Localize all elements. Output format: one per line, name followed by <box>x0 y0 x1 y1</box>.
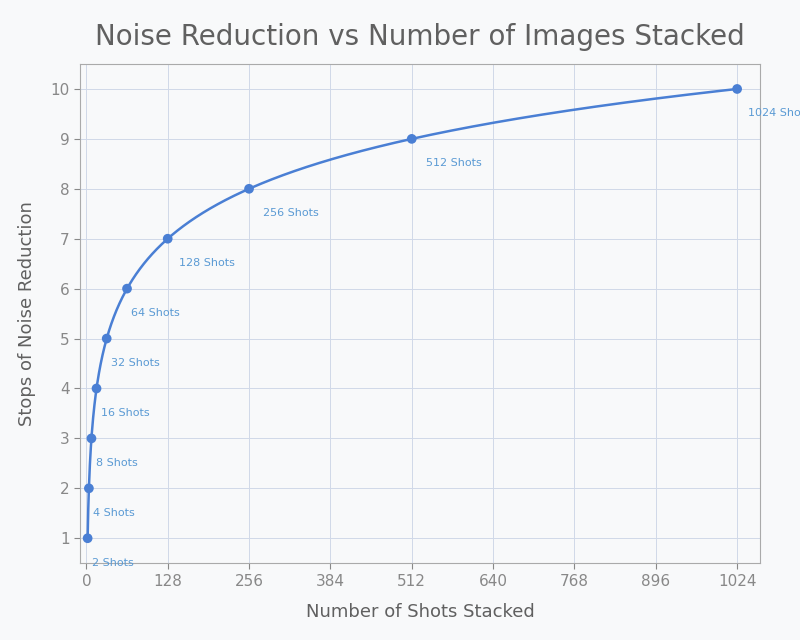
Text: 64 Shots: 64 Shots <box>131 308 180 318</box>
Text: 4 Shots: 4 Shots <box>93 508 135 518</box>
Text: 32 Shots: 32 Shots <box>111 358 160 368</box>
Point <box>242 184 255 194</box>
Text: 1024 Shots: 1024 Shots <box>748 108 800 118</box>
Point <box>100 333 113 344</box>
Text: 2 Shots: 2 Shots <box>92 557 134 568</box>
Text: 16 Shots: 16 Shots <box>101 408 150 418</box>
Point <box>162 234 174 244</box>
Point <box>730 84 743 94</box>
Text: 8 Shots: 8 Shots <box>96 458 138 468</box>
X-axis label: Number of Shots Stacked: Number of Shots Stacked <box>306 602 534 621</box>
Point <box>90 383 103 394</box>
Point <box>406 134 418 144</box>
Text: 128 Shots: 128 Shots <box>179 258 234 268</box>
Title: Noise Reduction vs Number of Images Stacked: Noise Reduction vs Number of Images Stac… <box>95 22 745 51</box>
Point <box>121 284 134 294</box>
Point <box>85 433 98 444</box>
Point <box>82 533 94 543</box>
Text: 256 Shots: 256 Shots <box>263 208 318 218</box>
Text: 512 Shots: 512 Shots <box>426 158 482 168</box>
Y-axis label: Stops of Noise Reduction: Stops of Noise Reduction <box>18 201 37 426</box>
Point <box>82 483 95 493</box>
